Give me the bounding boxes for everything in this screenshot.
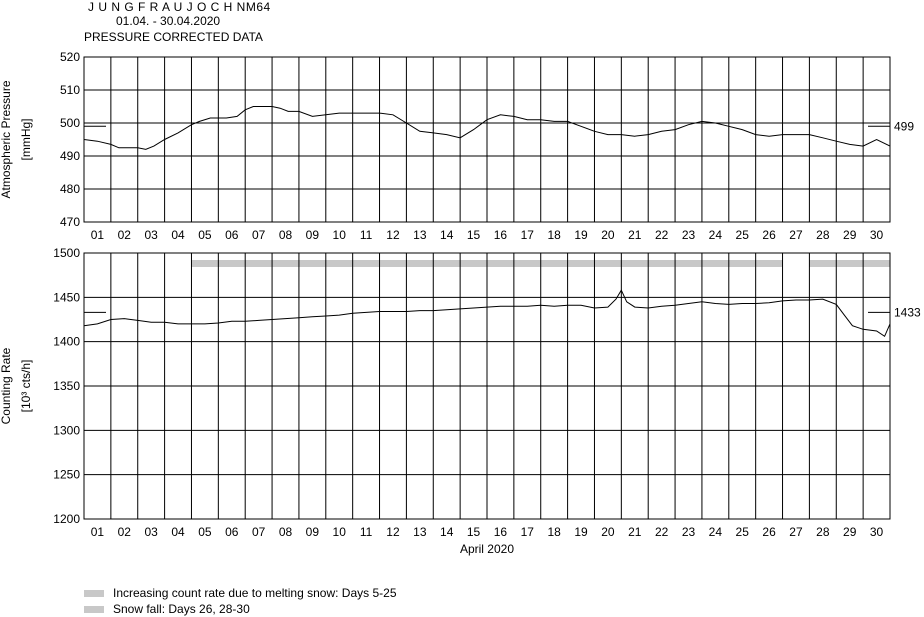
- y-axis-label: Counting Rate: [0, 347, 13, 424]
- x-tick-label: 28: [816, 525, 830, 539]
- x-tick-label: 28: [816, 228, 830, 242]
- station-title: J U N G F R A U J O C H NM64: [88, 0, 271, 14]
- y-tick-label: 520: [60, 50, 80, 64]
- y-axis-unit: [mmHg]: [19, 119, 33, 161]
- x-tick-label: 06: [225, 228, 239, 242]
- x-tick-label: 11: [360, 228, 373, 242]
- x-tick-label: 24: [709, 525, 723, 539]
- x-tick-label: 25: [736, 228, 750, 242]
- x-tick-label: 05: [198, 525, 212, 539]
- y-tick-label: 1200: [53, 512, 80, 526]
- x-tick-label: 23: [682, 525, 696, 539]
- x-tick-label: 24: [709, 228, 723, 242]
- snow-bar: [809, 260, 890, 267]
- x-tick-label: 15: [467, 228, 481, 242]
- x-tick-label: 08: [279, 228, 293, 242]
- y-tick-label: 510: [60, 83, 80, 97]
- x-tick-label: 16: [494, 525, 508, 539]
- x-tick-label: 06: [225, 525, 239, 539]
- x-tick-label: 19: [574, 525, 588, 539]
- y-axis-unit: [10³ cts/h]: [19, 360, 33, 413]
- y-tick-label: 1500: [53, 246, 80, 260]
- x-tick-label: 16: [494, 228, 508, 242]
- x-tick-label: 17: [521, 228, 535, 242]
- y-tick-label: 1300: [53, 423, 80, 437]
- legend-item-snow-fall: Snow fall: Days 26, 28-30: [84, 602, 250, 616]
- x-tick-label: 12: [386, 228, 400, 242]
- x-tick-label: 18: [547, 525, 561, 539]
- data-series-line: [83, 289, 891, 338]
- x-tick-label: 08: [279, 525, 293, 539]
- x-tick-label: 14: [440, 525, 454, 539]
- y-tick-label: 1250: [53, 468, 80, 482]
- reference-value-label: 499: [894, 119, 914, 133]
- x-tick-label: 30: [870, 525, 884, 539]
- x-tick-label: 20: [601, 525, 615, 539]
- x-tick-label: 13: [413, 228, 427, 242]
- chart-subtitle: PRESSURE CORRECTED DATA: [84, 30, 263, 44]
- x-tick-label: 01: [91, 228, 105, 242]
- x-tick-label: 29: [843, 525, 857, 539]
- x-tick-label: 03: [144, 525, 158, 539]
- x-tick-label: 22: [655, 525, 669, 539]
- y-axis-label: Atmospheric Pressure: [0, 80, 13, 198]
- x-tick-label: 26: [762, 228, 776, 242]
- x-tick-label: 21: [628, 525, 642, 539]
- x-tick-label: 23: [682, 228, 696, 242]
- y-tick-label: 500: [60, 116, 80, 130]
- x-tick-label: 03: [144, 228, 158, 242]
- x-tick-label: 09: [306, 525, 320, 539]
- x-tick-label: 12: [386, 525, 400, 539]
- x-tick-label: 02: [118, 228, 132, 242]
- period-label: 01.04. - 30.04.2020: [116, 14, 221, 28]
- x-tick-label: 07: [252, 228, 266, 242]
- x-axis-label: April 2020: [460, 542, 514, 556]
- x-tick-label: 15: [467, 525, 481, 539]
- x-tick-label: 22: [655, 228, 669, 242]
- x-tick-label: 21: [628, 228, 642, 242]
- x-tick-label: 27: [789, 228, 803, 242]
- x-tick-label: 29: [843, 228, 857, 242]
- legend-label: Snow fall: Days 26, 28-30: [113, 602, 250, 616]
- y-tick-label: 470: [60, 215, 80, 229]
- x-tick-label: 19: [574, 228, 588, 242]
- legend-label: Increasing count rate due to melting sno…: [113, 586, 397, 600]
- x-tick-label: 01: [91, 525, 105, 539]
- x-tick-label: 09: [306, 228, 320, 242]
- reference-value-label: 1433: [894, 305, 921, 319]
- x-tick-label: 05: [198, 228, 212, 242]
- x-tick-label: 10: [333, 228, 347, 242]
- x-tick-label: 26: [762, 525, 776, 539]
- x-tick-label: 30: [870, 228, 884, 242]
- y-tick-label: 1350: [53, 379, 80, 393]
- x-tick-label: 13: [413, 525, 427, 539]
- x-tick-label: 20: [601, 228, 615, 242]
- y-tick-label: 480: [60, 182, 80, 196]
- legend-item-melting-snow: Increasing count rate due to melting sno…: [84, 586, 397, 600]
- count-rate-chart: 1500 1450 1400 1350 1300 1250 1200 01 02 03 04 05 06…: [0, 246, 921, 556]
- x-tick-label: 07: [252, 525, 266, 539]
- x-tick-label: 18: [547, 228, 561, 242]
- x-tick-label: 14: [440, 228, 454, 242]
- x-tick-label: 04: [171, 525, 185, 539]
- legend-swatch: [84, 606, 104, 614]
- x-tick-label: 25: [736, 525, 750, 539]
- plot-frame: [83, 252, 891, 520]
- x-tick-label: 04: [171, 228, 185, 242]
- x-tick-label: 11: [360, 525, 373, 539]
- y-tick-label: 490: [60, 149, 80, 163]
- pressure-chart: 520 510 500 490 480 470 01 02 03 04 05 06 07 08 09 10 11…: [0, 50, 914, 242]
- legend-swatch: [84, 590, 104, 598]
- x-tick-label: 27: [789, 525, 803, 539]
- x-tick-label: 10: [333, 525, 347, 539]
- y-tick-label: 1450: [53, 290, 80, 304]
- y-tick-label: 1400: [53, 335, 80, 349]
- x-tick-label: 02: [118, 525, 132, 539]
- x-tick-label: 17: [521, 525, 535, 539]
- data-series-line: [83, 106, 891, 150]
